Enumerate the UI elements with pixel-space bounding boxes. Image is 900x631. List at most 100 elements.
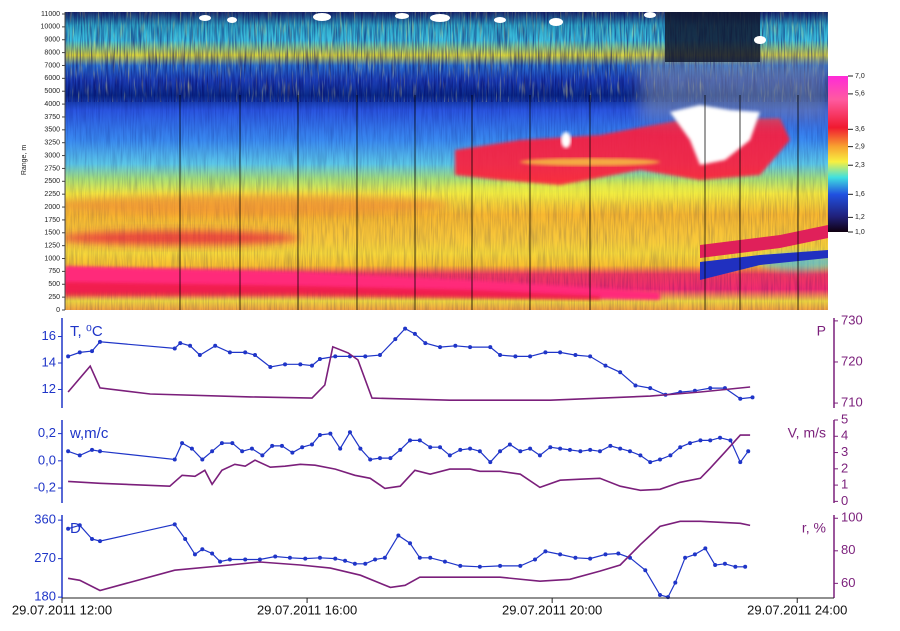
data-point (382, 555, 387, 560)
data-point (240, 449, 245, 454)
data-point (643, 568, 648, 573)
data-point (698, 438, 703, 443)
data-point (558, 446, 563, 451)
y-tick-label: 8000 (44, 49, 60, 56)
y-tick-label: 1000 (44, 255, 60, 262)
y2-tick-label: 730 (841, 312, 863, 327)
data-point (578, 449, 583, 454)
data-point (498, 449, 503, 454)
data-point (309, 442, 314, 447)
data-point (657, 457, 662, 462)
y-tick-label: 3750 (44, 114, 60, 121)
y-tick-label: 1250 (44, 242, 60, 249)
data-point (688, 441, 693, 446)
data-point (597, 449, 602, 454)
data-point (97, 339, 102, 344)
data-point (403, 326, 408, 331)
y-tick-label: -0,2 (34, 479, 56, 494)
data-point (518, 563, 523, 568)
x-tick-label: 29.07.2011 12:00 (12, 602, 112, 617)
colorbar-tick-label: 1,0 (855, 229, 865, 236)
data-point (97, 539, 102, 544)
y-tick-label: 0,2 (38, 425, 56, 440)
data-point (458, 563, 463, 568)
y2-tick-label: 5 (841, 411, 848, 426)
y-tick-label: 7000 (44, 62, 60, 69)
data-point (178, 341, 183, 346)
data-point (558, 350, 563, 355)
data-point (77, 523, 82, 528)
y-tick-label: 3500 (44, 127, 60, 134)
data-point (708, 438, 713, 443)
data-point (279, 443, 284, 448)
data-point (733, 564, 738, 569)
y2-tick-label: 1 (841, 477, 848, 492)
data-point (638, 453, 643, 458)
data-point (243, 557, 248, 562)
data-point (192, 552, 197, 557)
data-point (608, 443, 613, 448)
data-point (438, 445, 443, 450)
data-point (750, 395, 755, 400)
series-line (67, 345, 751, 401)
data-point (273, 554, 278, 559)
data-point (368, 457, 373, 462)
data-point (249, 446, 254, 451)
data-point (573, 555, 578, 560)
y-tick-label: 750 (48, 268, 60, 275)
y-axis-label: w,m/c (69, 425, 109, 442)
data-point (518, 449, 523, 454)
data-point (66, 526, 71, 531)
data-point (616, 551, 621, 556)
data-point (343, 558, 348, 563)
data-point (477, 449, 482, 454)
series-line (67, 523, 746, 598)
data-point (507, 442, 512, 447)
data-point (77, 453, 82, 458)
data-point (537, 453, 542, 458)
data-point (627, 449, 632, 454)
data-point (573, 353, 578, 358)
y-tick-label: 2000 (44, 204, 60, 211)
y-tick-label: 1750 (44, 217, 60, 224)
data-point (268, 364, 273, 369)
data-point (528, 446, 533, 451)
data-point (567, 447, 572, 452)
data-point (683, 555, 688, 560)
y2-tick-label: 60 (841, 575, 855, 590)
data-point (363, 354, 368, 359)
data-point (189, 446, 194, 451)
y-axis-label: D (70, 520, 81, 537)
data-point (528, 354, 533, 359)
data-point (442, 559, 447, 564)
y-tick-label: 500 (48, 281, 60, 288)
data-point (408, 541, 413, 546)
data-point (338, 446, 343, 451)
data-point (673, 580, 678, 585)
data-point (498, 563, 503, 568)
data-point (428, 555, 433, 560)
colorbar (828, 76, 848, 232)
data-point (213, 343, 218, 348)
colorbar-tick-label: 1,2 (855, 214, 865, 221)
data-point (678, 445, 683, 450)
data-point (377, 353, 382, 358)
y2-tick-label: 4 (841, 428, 848, 443)
data-point (227, 557, 232, 562)
y-tick-label: 11000 (41, 11, 60, 18)
data-point (219, 441, 224, 446)
data-point (317, 357, 322, 362)
y-tick-label: 3250 (44, 140, 60, 147)
y-tick-label: 1500 (44, 230, 60, 237)
data-point (210, 551, 215, 556)
data-point (428, 445, 433, 450)
data-point (588, 447, 593, 452)
data-point (396, 533, 401, 538)
data-point (352, 561, 357, 566)
y-axis-label: T, ⁰C (70, 323, 103, 340)
data-point (743, 564, 748, 569)
data-point (243, 350, 248, 355)
data-point (417, 438, 422, 443)
data-point (488, 345, 493, 350)
data-point (172, 346, 177, 351)
